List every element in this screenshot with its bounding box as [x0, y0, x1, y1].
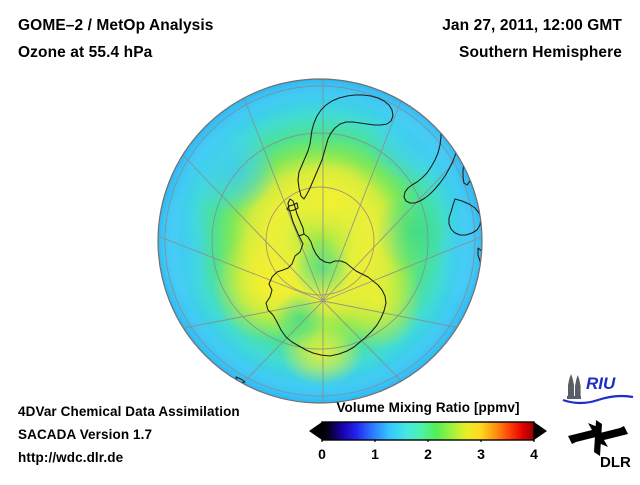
riu-cathedral-icon: [567, 374, 581, 399]
parallel-30s: [164, 85, 476, 397]
riu-logo-svg: RIU: [562, 374, 634, 405]
footer-credits: 4DVar Chemical Data Assimilation SACADA …: [18, 400, 240, 469]
colorbar-tick-labels: 0 1 2 3 4: [308, 446, 548, 466]
coastline-south-america: [297, 94, 394, 200]
coastline-antarctica: [265, 233, 387, 357]
colorbar-legend: Volume Mixing Ratio [ppmv]: [308, 400, 548, 466]
parallel-50s: [211, 132, 429, 350]
header-meta-block: Jan 27, 2011, 12:00 GMT Southern Hemisph…: [442, 12, 622, 66]
dlr-logo-text: DLR: [600, 454, 631, 471]
colorbar-row: [308, 420, 548, 444]
colorbar-gradient: [322, 422, 534, 440]
coastlines: [235, 93, 482, 384]
graticule: [158, 79, 482, 403]
colorbar-tick-0: 0: [318, 446, 326, 462]
colorbar-tick-3: 3: [477, 446, 485, 462]
hemisphere-label: Southern Hemisphere: [459, 44, 622, 61]
colorbar-tick-2: 2: [424, 446, 432, 462]
colorbar-tick-4: 4: [530, 446, 538, 462]
colorbar-cap-high: [534, 422, 547, 440]
globe-limb-outline: [157, 78, 483, 404]
parallel-70s: [265, 186, 375, 296]
credit-line-version: SACADA Version 1.7: [18, 427, 153, 442]
dlr-logo-svg: DLR: [568, 420, 631, 471]
dlr-mark-icon: [568, 420, 628, 456]
globe-disc: [157, 78, 483, 404]
datetime-label: Jan 27, 2011, 12:00 GMT: [442, 17, 622, 34]
meridians: [158, 79, 482, 403]
riu-logo-text: RIU: [586, 374, 616, 393]
credit-line-url: http://wdc.dlr.de: [18, 450, 124, 465]
limb-shading: [158, 79, 482, 403]
analysis-title: GOME–2 / MetOp Analysis: [18, 17, 214, 34]
colorbar-tick-1: 1: [371, 446, 379, 462]
header-title-block: GOME–2 / MetOp Analysis Ozone at 55.4 hP…: [18, 12, 214, 66]
coastline-australia: [448, 198, 482, 236]
riu-wave-icon: [562, 394, 634, 405]
colorbar-svg: [309, 421, 547, 444]
coastline-tierra-del-fuego: [286, 202, 299, 212]
coastline-new-zealand: [477, 247, 482, 269]
colorbar-cap-low: [309, 422, 322, 440]
credit-line-method: 4DVar Chemical Data Assimilation: [18, 404, 240, 419]
colorbar-title: Volume Mixing Ratio [ppmv]: [336, 400, 520, 415]
riu-logo: RIU: [560, 372, 636, 406]
analysis-subtitle: Ozone at 55.4 hPa: [18, 44, 153, 61]
coastline-antarctic-peninsula: [287, 198, 305, 237]
dlr-logo: DLR: [566, 414, 636, 472]
